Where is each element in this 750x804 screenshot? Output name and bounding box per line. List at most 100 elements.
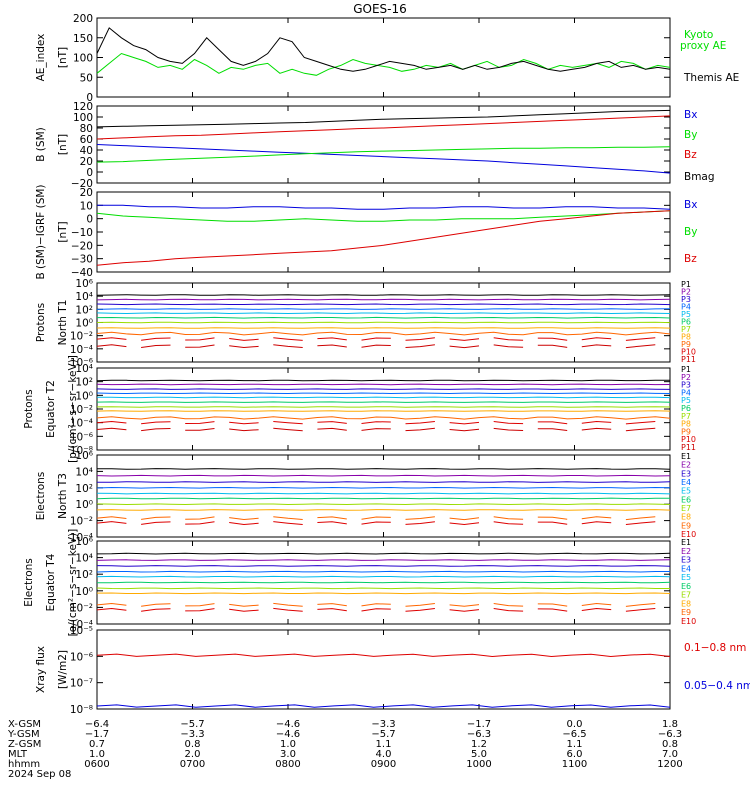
channel-line-e8	[96, 509, 671, 511]
channel-label-p3: P3	[681, 381, 691, 390]
channel-line-e3	[96, 565, 671, 567]
orbit-row-label: MLT	[8, 749, 28, 760]
y-tick-label: 10⁶	[75, 450, 93, 462]
y-axis-label: [nT]	[57, 221, 69, 242]
channel-label-p5: P5	[681, 310, 691, 319]
y-tick-label: 10⁰	[75, 586, 93, 598]
channel-line-e6	[96, 581, 671, 584]
y-tick-label: 10⁰	[75, 390, 93, 402]
channel-line-e9	[97, 603, 670, 606]
channel-line-e10	[97, 608, 670, 611]
channel-line-e7	[96, 503, 671, 506]
y-tick-label: 10	[80, 200, 93, 212]
xray-line-red	[96, 653, 671, 658]
y-tick-label: 100	[73, 112, 93, 124]
y-tick-label: 10⁻⁴	[70, 418, 93, 430]
channel-label-p11: P11	[681, 443, 696, 452]
channel-label-e7: E7	[681, 504, 691, 513]
orbit-cell: −6.3	[658, 729, 682, 740]
channel-line-e3	[96, 481, 671, 483]
y-axis-label: Electrons	[23, 558, 35, 607]
orbit-cell: −5.7	[180, 719, 204, 730]
y-tick-label: 10⁻⁶	[70, 357, 93, 369]
orbit-cell: 1000	[466, 759, 491, 770]
legend-b-bz: Bz	[684, 149, 697, 161]
y-tick-label: 10⁴	[75, 363, 93, 375]
channel-label-e3: E3	[681, 469, 691, 478]
orbit-cell: 4.0	[376, 749, 392, 760]
channel-line-e2	[96, 474, 671, 477]
channel-label-e6: E6	[681, 495, 691, 504]
channel-label-p2: P2	[681, 288, 691, 297]
channel-line-p6	[96, 401, 671, 403]
channel-label-e2: E2	[681, 547, 691, 556]
channel-label-p4: P4	[681, 388, 691, 397]
channel-line-e6	[96, 497, 671, 500]
orbit-cell: −4.6	[276, 719, 300, 730]
y-axis-label: B (SM)	[35, 127, 47, 161]
channel-label-e7: E7	[681, 591, 691, 600]
y-tick-label: 20	[80, 156, 93, 168]
channel-line-p7	[96, 406, 671, 408]
y-tick-label: 10⁻⁴	[70, 344, 93, 356]
orbit-cell: −4.6	[276, 729, 300, 740]
y-tick-label: 10⁶	[75, 536, 93, 548]
y-tick-label: 10⁻⁶	[70, 651, 93, 663]
y-tick-label: 10⁻⁷	[70, 678, 93, 690]
channel-label-e8: E8	[681, 599, 691, 608]
channel-label-p10: P10	[681, 435, 696, 444]
y-tick-label: 10⁻²	[70, 602, 93, 614]
y-axis-label: Equator T4	[45, 553, 57, 611]
channel-line-p11	[97, 428, 670, 430]
panel-frame	[96, 105, 671, 184]
series-line-by	[96, 210, 671, 222]
y-tick-label: 80	[80, 123, 93, 135]
y-tick-label: 10⁻²	[70, 404, 93, 416]
legend-b-bx: Bx	[684, 109, 697, 121]
y-tick-label: 10⁻⁵	[70, 625, 93, 637]
orbit-cell: −1.7	[85, 729, 109, 740]
legend-themis-ae: Themis AE	[683, 72, 739, 84]
y-tick-label: 10⁰	[75, 318, 93, 330]
orbit-cell: 1.2	[471, 739, 487, 750]
channel-line-p2	[96, 298, 671, 301]
orbit-row-label: Z-GSM	[8, 739, 41, 750]
legend-bd-bx: Bx	[684, 199, 697, 211]
channel-line-p1	[96, 379, 671, 382]
channel-label-e4: E4	[681, 478, 691, 487]
channel-line-p10	[97, 422, 670, 424]
y-tick-label: 10⁴	[75, 553, 93, 565]
channel-label-p9: P9	[681, 427, 691, 436]
y-tick-label: 10⁻⁸	[70, 445, 93, 457]
y-axis-label: [nT]	[57, 134, 69, 155]
channel-label-p5: P5	[681, 396, 691, 405]
orbit-cell: 1.0	[89, 749, 105, 760]
y-axis-label: Equator T2	[45, 380, 57, 438]
orbit-cell: −6.5	[562, 729, 586, 740]
channel-label-p2: P2	[681, 373, 691, 382]
orbit-cell: 0.8	[185, 739, 201, 750]
y-axis-label: [nT]	[57, 47, 69, 68]
channel-label-e10: E10	[681, 617, 696, 626]
y-tick-label: 10⁻²	[70, 516, 93, 528]
channel-label-e5: E5	[681, 573, 691, 582]
orbit-row-label: X-GSM	[8, 719, 41, 730]
channel-label-p3: P3	[681, 295, 691, 304]
y-tick-label: 100	[73, 53, 93, 65]
orbit-cell: 0.0	[567, 719, 583, 730]
y-tick-label: −20	[71, 240, 93, 252]
orbit-cell: −5.7	[371, 729, 395, 740]
channel-line-e4	[96, 486, 671, 489]
y-tick-label: 10²	[75, 569, 93, 581]
orbit-table: X-GSMY-GSMZ-GSMMLThhmm−6.4−1.70.71.00600…	[7, 719, 683, 780]
channel-label-p6: P6	[681, 318, 691, 327]
orbit-cell: 0900	[371, 759, 396, 770]
channel-line-e8	[96, 592, 671, 595]
y-tick-label: 50	[80, 72, 93, 84]
panel-frame	[96, 17, 671, 98]
channel-line-p4	[96, 308, 671, 310]
y-tick-label: 40	[80, 145, 93, 157]
y-tick-label: −30	[71, 254, 93, 266]
channel-label-p9: P9	[681, 340, 691, 349]
